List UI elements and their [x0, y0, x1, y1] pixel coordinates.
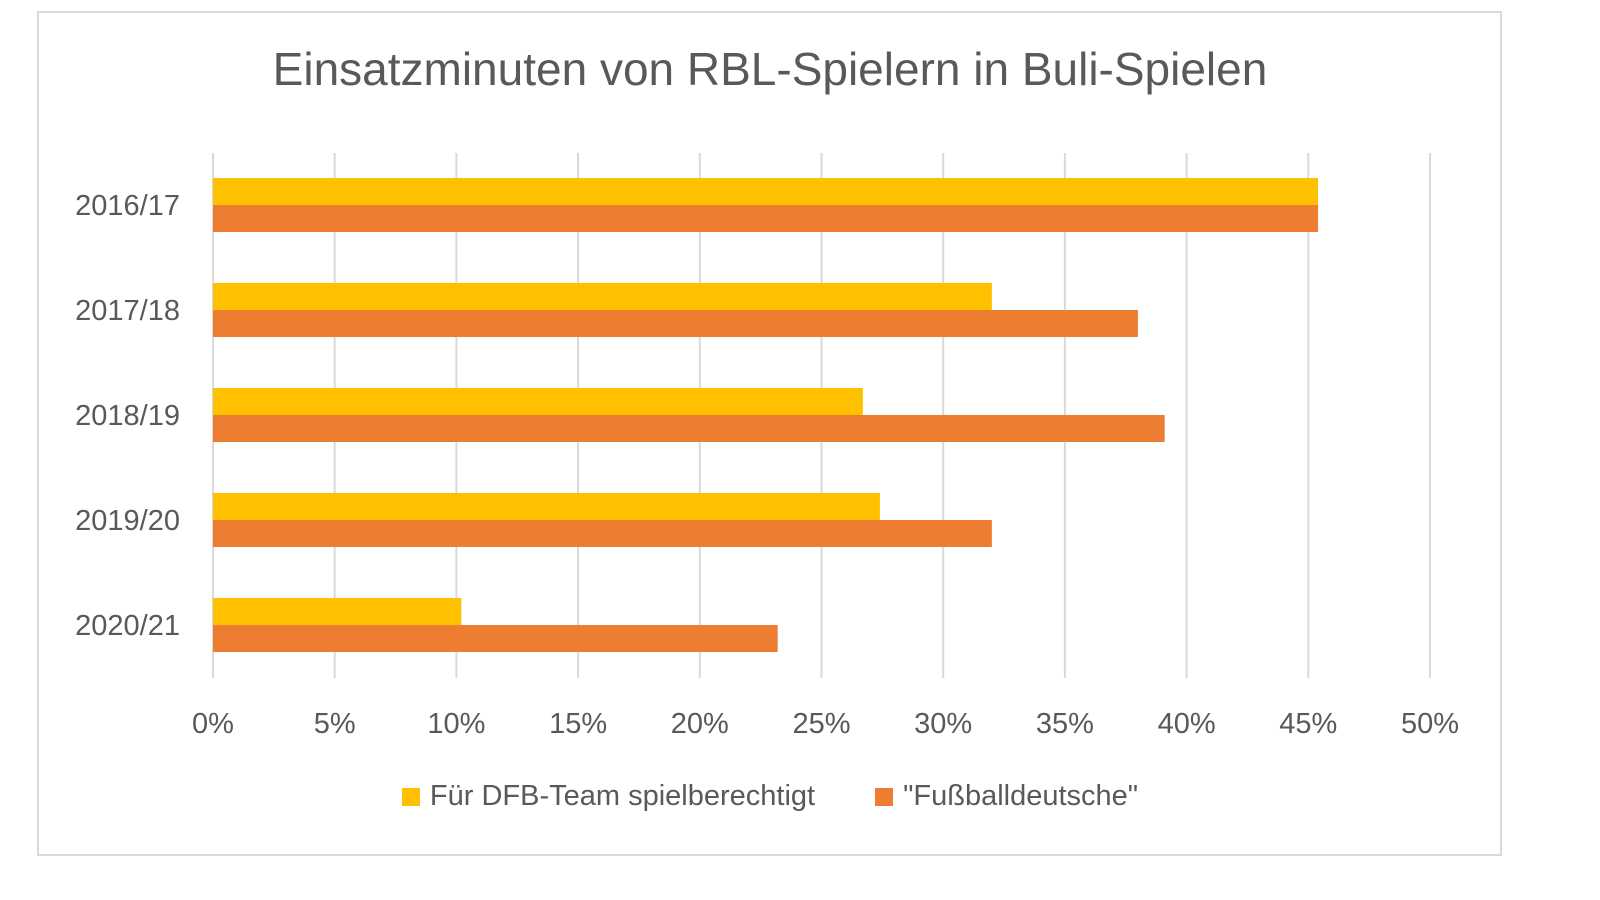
bar-fussballdeutsche: [213, 205, 1319, 232]
y-category-label: 2017/18: [75, 295, 180, 327]
bar-dfb: [213, 178, 1319, 205]
bar-dfb: [213, 283, 992, 310]
y-category-label: 2020/21: [75, 610, 180, 642]
y-category-label: 2016/17: [75, 190, 180, 222]
x-tick-label: 20%: [671, 708, 729, 740]
x-tick-label: 35%: [1036, 708, 1094, 740]
bar-dfb: [213, 388, 863, 415]
y-category-label: 2018/19: [75, 400, 180, 432]
bar-fussballdeutsche: [213, 520, 992, 547]
legend-label-fussballdeutsche: "Fußballdeutsche": [903, 780, 1139, 812]
x-tick-label: 30%: [914, 708, 972, 740]
chart-title: Einsatzminuten von RBL-Spielern in Buli-…: [272, 43, 1268, 95]
x-tick-label: 5%: [314, 708, 356, 740]
bar-fussballdeutsche: [213, 625, 778, 652]
bar-fussballdeutsche: [213, 310, 1138, 337]
x-tick-label: 45%: [1279, 708, 1337, 740]
bar-dfb: [213, 598, 462, 625]
x-tick-label: 40%: [1158, 708, 1216, 740]
legend-item-dfb[interactable]: Für DFB-Team spielberechtigt: [401, 780, 816, 813]
y-category-label: 2019/20: [75, 505, 180, 537]
bar-fussballdeutsche: [213, 415, 1165, 442]
x-tick-label: 25%: [792, 708, 850, 740]
legend-item-fussballdeutsche[interactable]: "Fußballdeutsche": [875, 780, 1138, 813]
x-tick-label: 0%: [192, 708, 234, 740]
bar-dfb: [213, 493, 880, 520]
legend-label-dfb: Für DFB-Team spielberechtigt: [429, 780, 816, 812]
x-tick-label: 50%: [1401, 708, 1459, 740]
legend-swatch-fussballdeutsche: [875, 787, 894, 806]
legend: Für DFB-Team spielberechtigt "Fußballdeu…: [0, 780, 1540, 813]
x-tick-label: 10%: [427, 708, 485, 740]
legend-swatch-dfb: [401, 787, 420, 806]
x-tick-label: 15%: [549, 708, 607, 740]
